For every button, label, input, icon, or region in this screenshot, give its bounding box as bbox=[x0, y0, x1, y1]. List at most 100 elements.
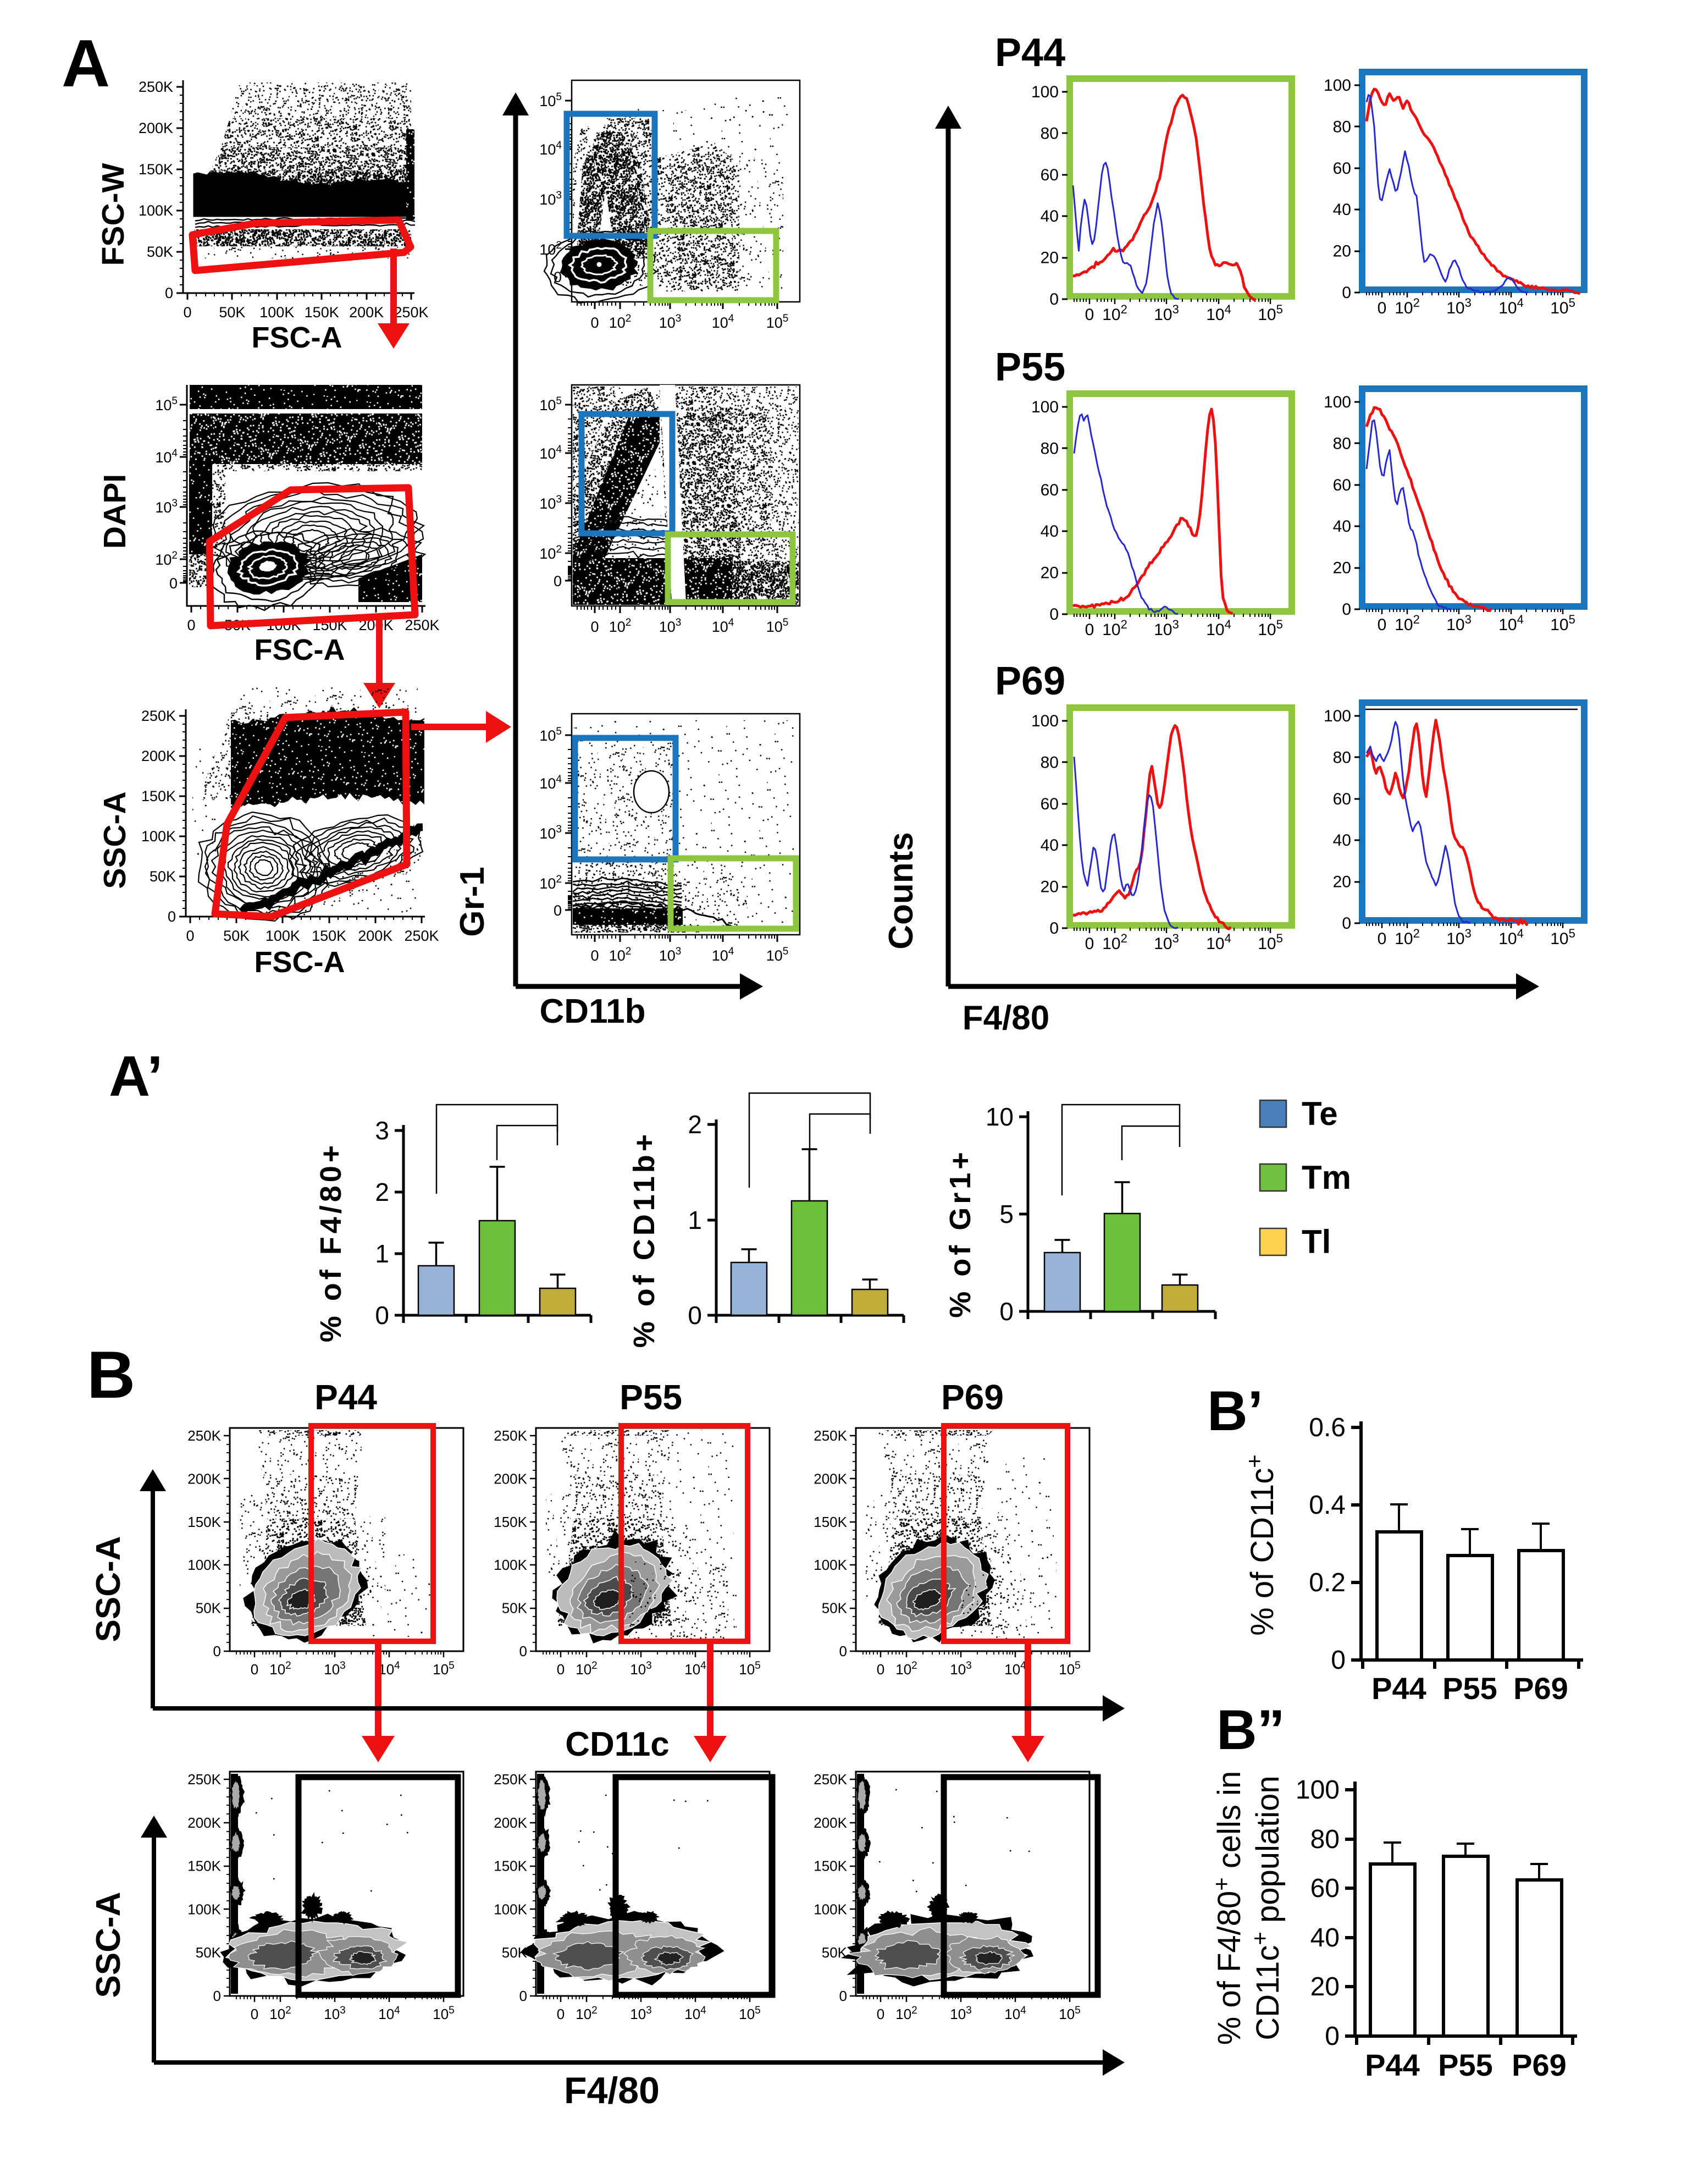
svg-text:P44: P44 bbox=[1365, 2048, 1420, 2082]
svg-text:250K: 250K bbox=[814, 1771, 847, 1788]
svg-text:A: A bbox=[62, 26, 110, 101]
svg-text:0: 0 bbox=[165, 285, 173, 301]
svg-text:CD11b: CD11b bbox=[540, 992, 646, 1030]
svg-text:150K: 150K bbox=[187, 1858, 221, 1874]
svg-text:% of CD11b+: % of CD11b+ bbox=[628, 1131, 661, 1348]
svg-text:0: 0 bbox=[1378, 930, 1387, 948]
svg-text:F4/80: F4/80 bbox=[564, 2070, 660, 2111]
svg-text:200K: 200K bbox=[139, 120, 173, 136]
svg-text:100: 100 bbox=[1031, 83, 1059, 101]
svg-text:0: 0 bbox=[213, 1643, 221, 1659]
svg-text:60: 60 bbox=[1333, 159, 1351, 178]
svg-text:0: 0 bbox=[1085, 621, 1094, 639]
svg-text:105: 105 bbox=[155, 395, 178, 413]
svg-text:250K: 250K bbox=[187, 1771, 221, 1788]
svg-text:100K: 100K bbox=[814, 1557, 847, 1573]
svg-text:0: 0 bbox=[557, 1661, 565, 1678]
svg-text:100: 100 bbox=[1324, 393, 1351, 411]
svg-text:P44: P44 bbox=[314, 1377, 377, 1417]
svg-text:200K: 200K bbox=[494, 1470, 527, 1487]
svg-text:0: 0 bbox=[186, 928, 194, 944]
svg-text:250K: 250K bbox=[139, 79, 173, 95]
svg-text:0: 0 bbox=[1085, 935, 1094, 953]
svg-text:50K: 50K bbox=[223, 928, 250, 944]
svg-text:SSC-A: SSC-A bbox=[90, 1536, 128, 1642]
svg-text:80: 80 bbox=[1041, 753, 1059, 771]
svg-text:1: 1 bbox=[375, 1239, 389, 1268]
svg-text:100K: 100K bbox=[187, 1901, 221, 1917]
svg-text:100: 100 bbox=[1031, 712, 1059, 730]
svg-text:50K: 50K bbox=[822, 1944, 848, 1961]
svg-text:80: 80 bbox=[1333, 118, 1351, 136]
svg-text:20: 20 bbox=[1041, 564, 1059, 582]
svg-text:P69: P69 bbox=[1512, 2048, 1567, 2082]
svg-text:FSC-W: FSC-W bbox=[96, 163, 131, 266]
svg-text:0: 0 bbox=[877, 2006, 884, 2022]
svg-text:150K: 150K bbox=[139, 161, 173, 178]
svg-text:2: 2 bbox=[375, 1178, 389, 1206]
svg-text:150K: 150K bbox=[814, 1514, 847, 1530]
svg-text:0: 0 bbox=[688, 1301, 702, 1330]
svg-text:250K: 250K bbox=[141, 708, 176, 724]
svg-text:P44: P44 bbox=[1371, 1671, 1426, 1706]
svg-text:105: 105 bbox=[1550, 926, 1575, 948]
svg-text:P44: P44 bbox=[995, 31, 1065, 75]
svg-text:250K: 250K bbox=[494, 1427, 527, 1444]
svg-text:100K: 100K bbox=[494, 1557, 527, 1573]
svg-text:103: 103 bbox=[539, 494, 562, 512]
svg-text:200K: 200K bbox=[349, 304, 384, 321]
svg-text:100K: 100K bbox=[259, 304, 294, 321]
svg-text:% of Gr1+: % of Gr1+ bbox=[944, 1149, 977, 1318]
svg-text:20: 20 bbox=[1333, 242, 1351, 261]
svg-text:Tl: Tl bbox=[1302, 1223, 1331, 1260]
svg-text:Te: Te bbox=[1302, 1095, 1338, 1132]
svg-text:P69: P69 bbox=[995, 659, 1065, 703]
svg-text:0: 0 bbox=[839, 1643, 847, 1659]
svg-text:60: 60 bbox=[1333, 790, 1351, 808]
svg-text:0: 0 bbox=[554, 902, 562, 919]
svg-text:150K: 150K bbox=[312, 928, 346, 944]
svg-text:50K: 50K bbox=[147, 244, 173, 260]
svg-text:0: 0 bbox=[1085, 306, 1094, 324]
svg-text:0: 0 bbox=[1325, 2022, 1340, 2051]
svg-text:Counts: Counts bbox=[882, 832, 920, 950]
svg-text:103: 103 bbox=[1446, 613, 1472, 634]
svg-text:0.4: 0.4 bbox=[1309, 1491, 1346, 1520]
svg-text:0: 0 bbox=[590, 315, 599, 331]
svg-text:250K: 250K bbox=[814, 1427, 847, 1444]
svg-text:0: 0 bbox=[1049, 605, 1059, 624]
svg-text:80: 80 bbox=[1041, 124, 1059, 142]
svg-text:150K: 150K bbox=[494, 1514, 527, 1530]
svg-text:80: 80 bbox=[1310, 1825, 1340, 1854]
svg-text:0: 0 bbox=[557, 2006, 565, 2022]
svg-text:% of F4/80+ cells in: % of F4/80+ cells in bbox=[1208, 1771, 1247, 2045]
svg-text:250K: 250K bbox=[405, 617, 439, 633]
svg-text:150K: 150K bbox=[305, 304, 339, 321]
svg-text:50K: 50K bbox=[196, 1944, 222, 1961]
svg-text:40: 40 bbox=[1333, 517, 1351, 536]
svg-text:100K: 100K bbox=[814, 1901, 847, 1917]
svg-text:100: 100 bbox=[1031, 398, 1059, 416]
svg-text:100: 100 bbox=[1324, 707, 1351, 725]
svg-text:0: 0 bbox=[1049, 290, 1059, 308]
svg-text:200K: 200K bbox=[187, 1815, 221, 1831]
svg-text:CD11c: CD11c bbox=[565, 1725, 670, 1763]
svg-text:0: 0 bbox=[169, 575, 178, 592]
svg-text:0: 0 bbox=[1331, 1646, 1346, 1675]
svg-text:40: 40 bbox=[1310, 1923, 1340, 1953]
svg-text:50K: 50K bbox=[502, 1600, 528, 1617]
svg-text:80: 80 bbox=[1041, 439, 1059, 457]
svg-text:100K: 100K bbox=[139, 202, 173, 219]
svg-text:150K: 150K bbox=[187, 1514, 221, 1530]
svg-text:1: 1 bbox=[688, 1206, 702, 1234]
svg-text:60: 60 bbox=[1041, 166, 1059, 184]
svg-text:P55: P55 bbox=[995, 345, 1065, 389]
svg-text:0: 0 bbox=[590, 619, 599, 635]
svg-text:60: 60 bbox=[1310, 1874, 1340, 1903]
svg-text:0: 0 bbox=[519, 1988, 527, 2004]
svg-text:40: 40 bbox=[1333, 831, 1351, 850]
svg-text:0: 0 bbox=[554, 573, 562, 589]
svg-text:40: 40 bbox=[1333, 201, 1351, 219]
svg-text:60: 60 bbox=[1041, 481, 1059, 499]
svg-text:104: 104 bbox=[1004, 2005, 1026, 2022]
